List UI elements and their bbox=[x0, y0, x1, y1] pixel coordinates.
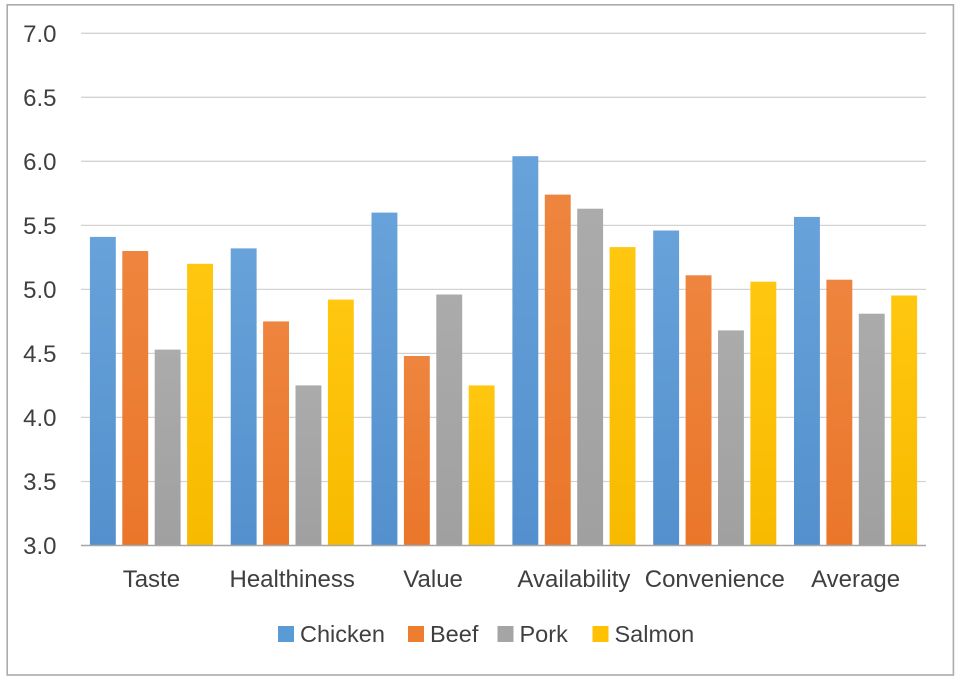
svg-text:Beef: Beef bbox=[430, 621, 479, 647]
svg-text:3.5: 3.5 bbox=[23, 469, 56, 496]
svg-text:3.0: 3.0 bbox=[23, 533, 56, 560]
svg-text:7.0: 7.0 bbox=[23, 21, 56, 48]
svg-text:Pork: Pork bbox=[520, 621, 569, 647]
svg-text:5.5: 5.5 bbox=[23, 213, 56, 240]
svg-text:Value: Value bbox=[403, 566, 463, 593]
svg-text:Taste: Taste bbox=[123, 566, 180, 593]
svg-text:6.0: 6.0 bbox=[23, 149, 56, 176]
svg-text:Salmon: Salmon bbox=[615, 621, 695, 647]
svg-text:Convenience: Convenience bbox=[645, 566, 785, 593]
svg-text:4.0: 4.0 bbox=[23, 405, 56, 432]
svg-text:Average: Average bbox=[811, 566, 900, 593]
svg-text:Chicken: Chicken bbox=[300, 621, 385, 647]
svg-text:5.0: 5.0 bbox=[23, 277, 56, 304]
svg-text:6.5: 6.5 bbox=[23, 85, 56, 112]
svg-text:4.5: 4.5 bbox=[23, 341, 56, 368]
svg-text:Healthiness: Healthiness bbox=[229, 566, 354, 593]
svg-text:Availability: Availability bbox=[517, 566, 630, 593]
